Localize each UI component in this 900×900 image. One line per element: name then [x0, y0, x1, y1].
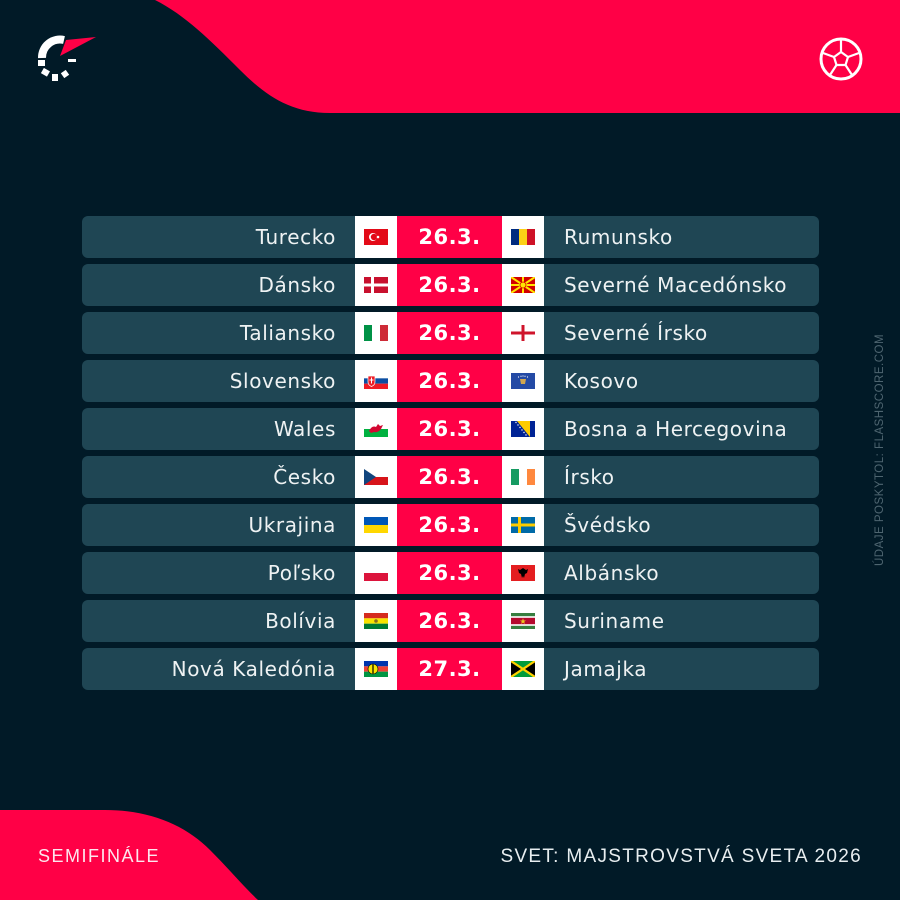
match-row[interactable]: Taliansko 26.3. Severné Írsko — [82, 312, 819, 354]
match-date: 26.3. — [397, 312, 502, 354]
match-row[interactable]: Bolívia 26.3. Suriname — [82, 600, 819, 642]
slovakia-flag-icon — [364, 373, 388, 389]
northern-ireland-flag-icon — [511, 325, 535, 341]
turkey-flag-icon — [364, 229, 388, 245]
away-team: Bosna a Hercegovina — [544, 408, 819, 450]
away-team: Kosovo — [544, 360, 819, 402]
home-team: Taliansko — [82, 312, 355, 354]
home-team: Česko — [82, 456, 355, 498]
match-row[interactable]: Česko 26.3. Írsko — [82, 456, 819, 498]
away-team: Severné Macedónsko — [544, 264, 819, 306]
albania-flag-icon — [511, 565, 535, 581]
away-team: Švédsko — [544, 504, 819, 546]
away-team: Rumunsko — [544, 216, 819, 258]
bolivia-flag-icon — [364, 613, 388, 629]
match-date: 26.3. — [397, 216, 502, 258]
match-date: 26.3. — [397, 408, 502, 450]
home-team: Wales — [82, 408, 355, 450]
ukraine-flag-icon — [364, 517, 388, 533]
suriname-flag-icon — [511, 613, 535, 629]
north-macedonia-flag-icon — [511, 277, 535, 293]
away-team: Severné Írsko — [544, 312, 819, 354]
match-row[interactable]: Ukrajina 26.3. Švédsko — [82, 504, 819, 546]
home-team: Dánsko — [82, 264, 355, 306]
czechia-flag-icon — [364, 469, 388, 485]
home-team: Turecko — [82, 216, 355, 258]
match-row[interactable]: Wales 26.3. Bosna a Hercegovina — [82, 408, 819, 450]
match-list: Turecko 26.3. Rumunsko Dánsko 26.3. Seve… — [82, 216, 819, 696]
match-row[interactable]: Slovensko 26.3. Kosovo — [82, 360, 819, 402]
data-credit: ÚDAJE POSKYTOL: FLASHSCORE.COM — [874, 333, 886, 567]
match-date: 26.3. — [397, 552, 502, 594]
home-team: Nová Kaledónia — [82, 648, 355, 690]
ireland-flag-icon — [511, 469, 535, 485]
soccer-ball-icon — [819, 37, 863, 81]
match-date: 27.3. — [397, 648, 502, 690]
away-team: Írsko — [544, 456, 819, 498]
bosnia-flag-icon — [511, 421, 535, 437]
away-team: Suriname — [544, 600, 819, 642]
poland-flag-icon — [364, 565, 388, 581]
match-row[interactable]: Poľsko 26.3. Albánsko — [82, 552, 819, 594]
romania-flag-icon — [511, 229, 535, 245]
wales-flag-icon — [364, 421, 388, 437]
stage-label: SEMIFINÁLE — [38, 846, 161, 866]
home-team: Ukrajina — [82, 504, 355, 546]
match-row[interactable]: Nová Kaledónia 27.3. Jamajka — [82, 648, 819, 690]
italy-flag-icon — [364, 325, 388, 341]
denmark-flag-icon — [364, 277, 388, 293]
sweden-flag-icon — [511, 517, 535, 533]
home-team: Bolívia — [82, 600, 355, 642]
top-red-wave — [155, 0, 900, 113]
jamaica-flag-icon — [511, 661, 535, 677]
match-date: 26.3. — [397, 360, 502, 402]
competition-label: SVET: MAJSTROVSTVÁ SVETA 2026 — [500, 846, 862, 867]
home-team: Slovensko — [82, 360, 355, 402]
home-team: Poľsko — [82, 552, 355, 594]
new-caledonia-flag-icon — [364, 661, 388, 677]
match-date: 26.3. — [397, 600, 502, 642]
bottom-red-wave — [0, 810, 258, 900]
away-team: Albánsko — [544, 552, 819, 594]
match-date: 26.3. — [397, 456, 502, 498]
flashscore-logo-icon — [38, 35, 96, 81]
match-date: 26.3. — [397, 504, 502, 546]
kosovo-flag-icon — [511, 373, 535, 389]
match-row[interactable]: Dánsko 26.3. Severné Macedónsko — [82, 264, 819, 306]
match-row[interactable]: Turecko 26.3. Rumunsko — [82, 216, 819, 258]
away-team: Jamajka — [544, 648, 819, 690]
match-date: 26.3. — [397, 264, 502, 306]
